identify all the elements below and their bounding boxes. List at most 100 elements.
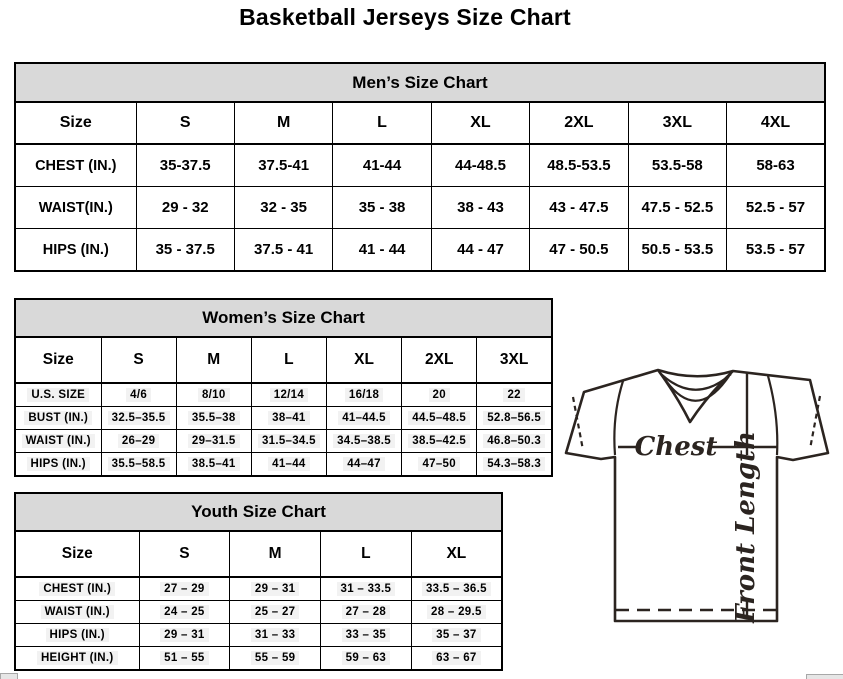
row-label: HIPS (IN.) (14, 228, 137, 272)
column-header: L (332, 101, 432, 145)
left-armhole-seam (613, 380, 625, 456)
cell-text: 46.8–50.3 (483, 434, 546, 448)
row-label: U.S. SIZE (14, 382, 102, 407)
cell-text: 16/18 (344, 388, 384, 402)
size-value-cell: 51 – 55 (138, 646, 231, 671)
size-value-cell: 52.8–56.5 (476, 406, 553, 430)
column-header: 2XL (529, 101, 629, 145)
cell-text: 22 (503, 388, 525, 402)
size-value-cell: 55 – 59 (229, 646, 321, 671)
cell-text: 38.5–41 (187, 457, 240, 471)
column-header: Size (14, 530, 140, 578)
row-label: HIPS (IN.) (14, 623, 140, 647)
size-value-cell: 35.5–38 (175, 406, 252, 430)
cell-text: 26–29 (117, 434, 160, 448)
cell-text: 38.5–42.5 (408, 434, 471, 448)
size-value-cell: 59 – 63 (320, 646, 412, 671)
front-length-label: Front Length (731, 431, 761, 624)
size-value-cell: 32.5–35.5 (100, 406, 177, 430)
column-header: 2XL (401, 336, 478, 384)
size-value-cell: 28 – 29.5 (410, 600, 503, 624)
cell-text: 33 – 35 (341, 628, 391, 642)
size-value-cell: 33 – 35 (320, 623, 412, 647)
size-value-cell: 44-48.5 (430, 143, 531, 187)
size-value-cell: 58-63 (726, 143, 826, 187)
size-value-cell: 46.8–50.3 (476, 429, 553, 453)
size-value-cell: 47 - 50.5 (529, 228, 629, 272)
row-label: CHEST (IN.) (14, 576, 140, 601)
size-value-cell: 27 – 28 (320, 600, 412, 624)
size-value-cell: 44 - 47 (430, 228, 531, 272)
cell-text: 35 – 37 (432, 628, 481, 642)
cell-text: 8/10 (197, 388, 230, 402)
size-value-cell: 38–41 (250, 406, 327, 430)
size-value-cell: 29–31.5 (175, 429, 252, 453)
row-label: WAIST (IN.) (14, 600, 140, 624)
row-label: CHEST (IN.) (14, 143, 137, 187)
column-header: 3XL (627, 101, 728, 145)
column-header: Size (14, 101, 137, 145)
mens-size-chart-table: Men’s Size Chart Size S M L XL 2XL 3XL 4XL CHEST … (14, 62, 826, 272)
size-value-cell: 41–44.5 (325, 406, 403, 430)
cell-text: 33.5 – 36.5 (421, 582, 491, 596)
cell-text: 31.5–34.5 (257, 434, 320, 448)
jersey-measurement-diagram: Chest Front Length (564, 368, 830, 624)
size-value-cell: 35 - 38 (332, 186, 432, 229)
size-value-cell: 38 - 43 (430, 186, 531, 229)
jersey-outline (564, 368, 830, 623)
cell-text: HIPS (IN.) (26, 457, 90, 471)
size-value-cell: 47.5 - 52.5 (627, 186, 728, 229)
size-value-cell: 35 - 37.5 (135, 228, 235, 272)
cell-text: 54.3–58.3 (483, 457, 546, 471)
size-value-cell: 20 (401, 382, 478, 407)
cell-text: 31 – 33.5 (336, 582, 396, 596)
column-header: M (229, 530, 321, 578)
column-header: L (320, 530, 412, 578)
cell-text: CHEST (IN.) (39, 582, 116, 596)
cell-text: 35.5–58.5 (107, 457, 170, 471)
column-header: S (100, 336, 177, 384)
cell-text: 27 – 29 (160, 582, 209, 596)
scrollbar-right-fragment[interactable] (806, 674, 843, 679)
size-value-cell: 41-44 (332, 143, 432, 187)
cell-text: 52.8–56.5 (483, 411, 546, 425)
cell-text: 44–47 (343, 457, 385, 471)
column-header: M (175, 336, 252, 384)
cell-text: 41–44.5 (338, 411, 390, 425)
size-value-cell: 37.5 - 41 (233, 228, 334, 272)
column-header: M (233, 101, 334, 145)
size-value-cell: 26–29 (100, 429, 177, 453)
cell-text: 27 – 28 (341, 605, 391, 619)
cell-text: 32.5–35.5 (107, 411, 170, 425)
table-title: Men’s Size Chart (14, 62, 826, 103)
cell-text: 29 – 31 (160, 628, 209, 642)
size-value-cell: 31.5–34.5 (250, 429, 327, 453)
column-header: L (250, 336, 327, 384)
cell-text: 59 – 63 (341, 651, 391, 665)
size-value-cell: 50.5 - 53.5 (627, 228, 728, 272)
chest-label: Chest (635, 432, 718, 462)
size-value-cell: 12/14 (250, 382, 327, 407)
size-value-cell: 43 - 47.5 (529, 186, 629, 229)
column-header: XL (410, 530, 503, 578)
column-header: Size (14, 336, 102, 384)
size-value-cell: 34.5–38.5 (325, 429, 403, 453)
womens-size-chart-table: Women’s Size Chart Size S M L XL 2XL 3XL U.S. SI… (14, 298, 553, 477)
size-value-cell: 44.5–48.5 (401, 406, 478, 430)
cell-text: 4/6 (126, 388, 152, 402)
size-value-cell: 32 - 35 (233, 186, 334, 229)
right-armhole-seam (766, 375, 779, 456)
size-value-cell: 8/10 (175, 382, 252, 407)
cell-text: 20 (428, 388, 450, 402)
cell-text: 24 – 25 (160, 605, 209, 619)
cell-text: WAIST (IN.) (40, 605, 114, 619)
scrollbar-left-button[interactable] (0, 673, 18, 679)
row-label: HEIGHT (IN.) (14, 646, 140, 671)
size-value-cell: 25 – 27 (229, 600, 321, 624)
cell-text: 31 – 33 (250, 628, 300, 642)
size-value-cell: 41–44 (250, 452, 327, 477)
table-title: Women’s Size Chart (14, 298, 553, 338)
cell-text: 34.5–38.5 (333, 434, 395, 448)
cell-text: 51 – 55 (160, 651, 209, 665)
